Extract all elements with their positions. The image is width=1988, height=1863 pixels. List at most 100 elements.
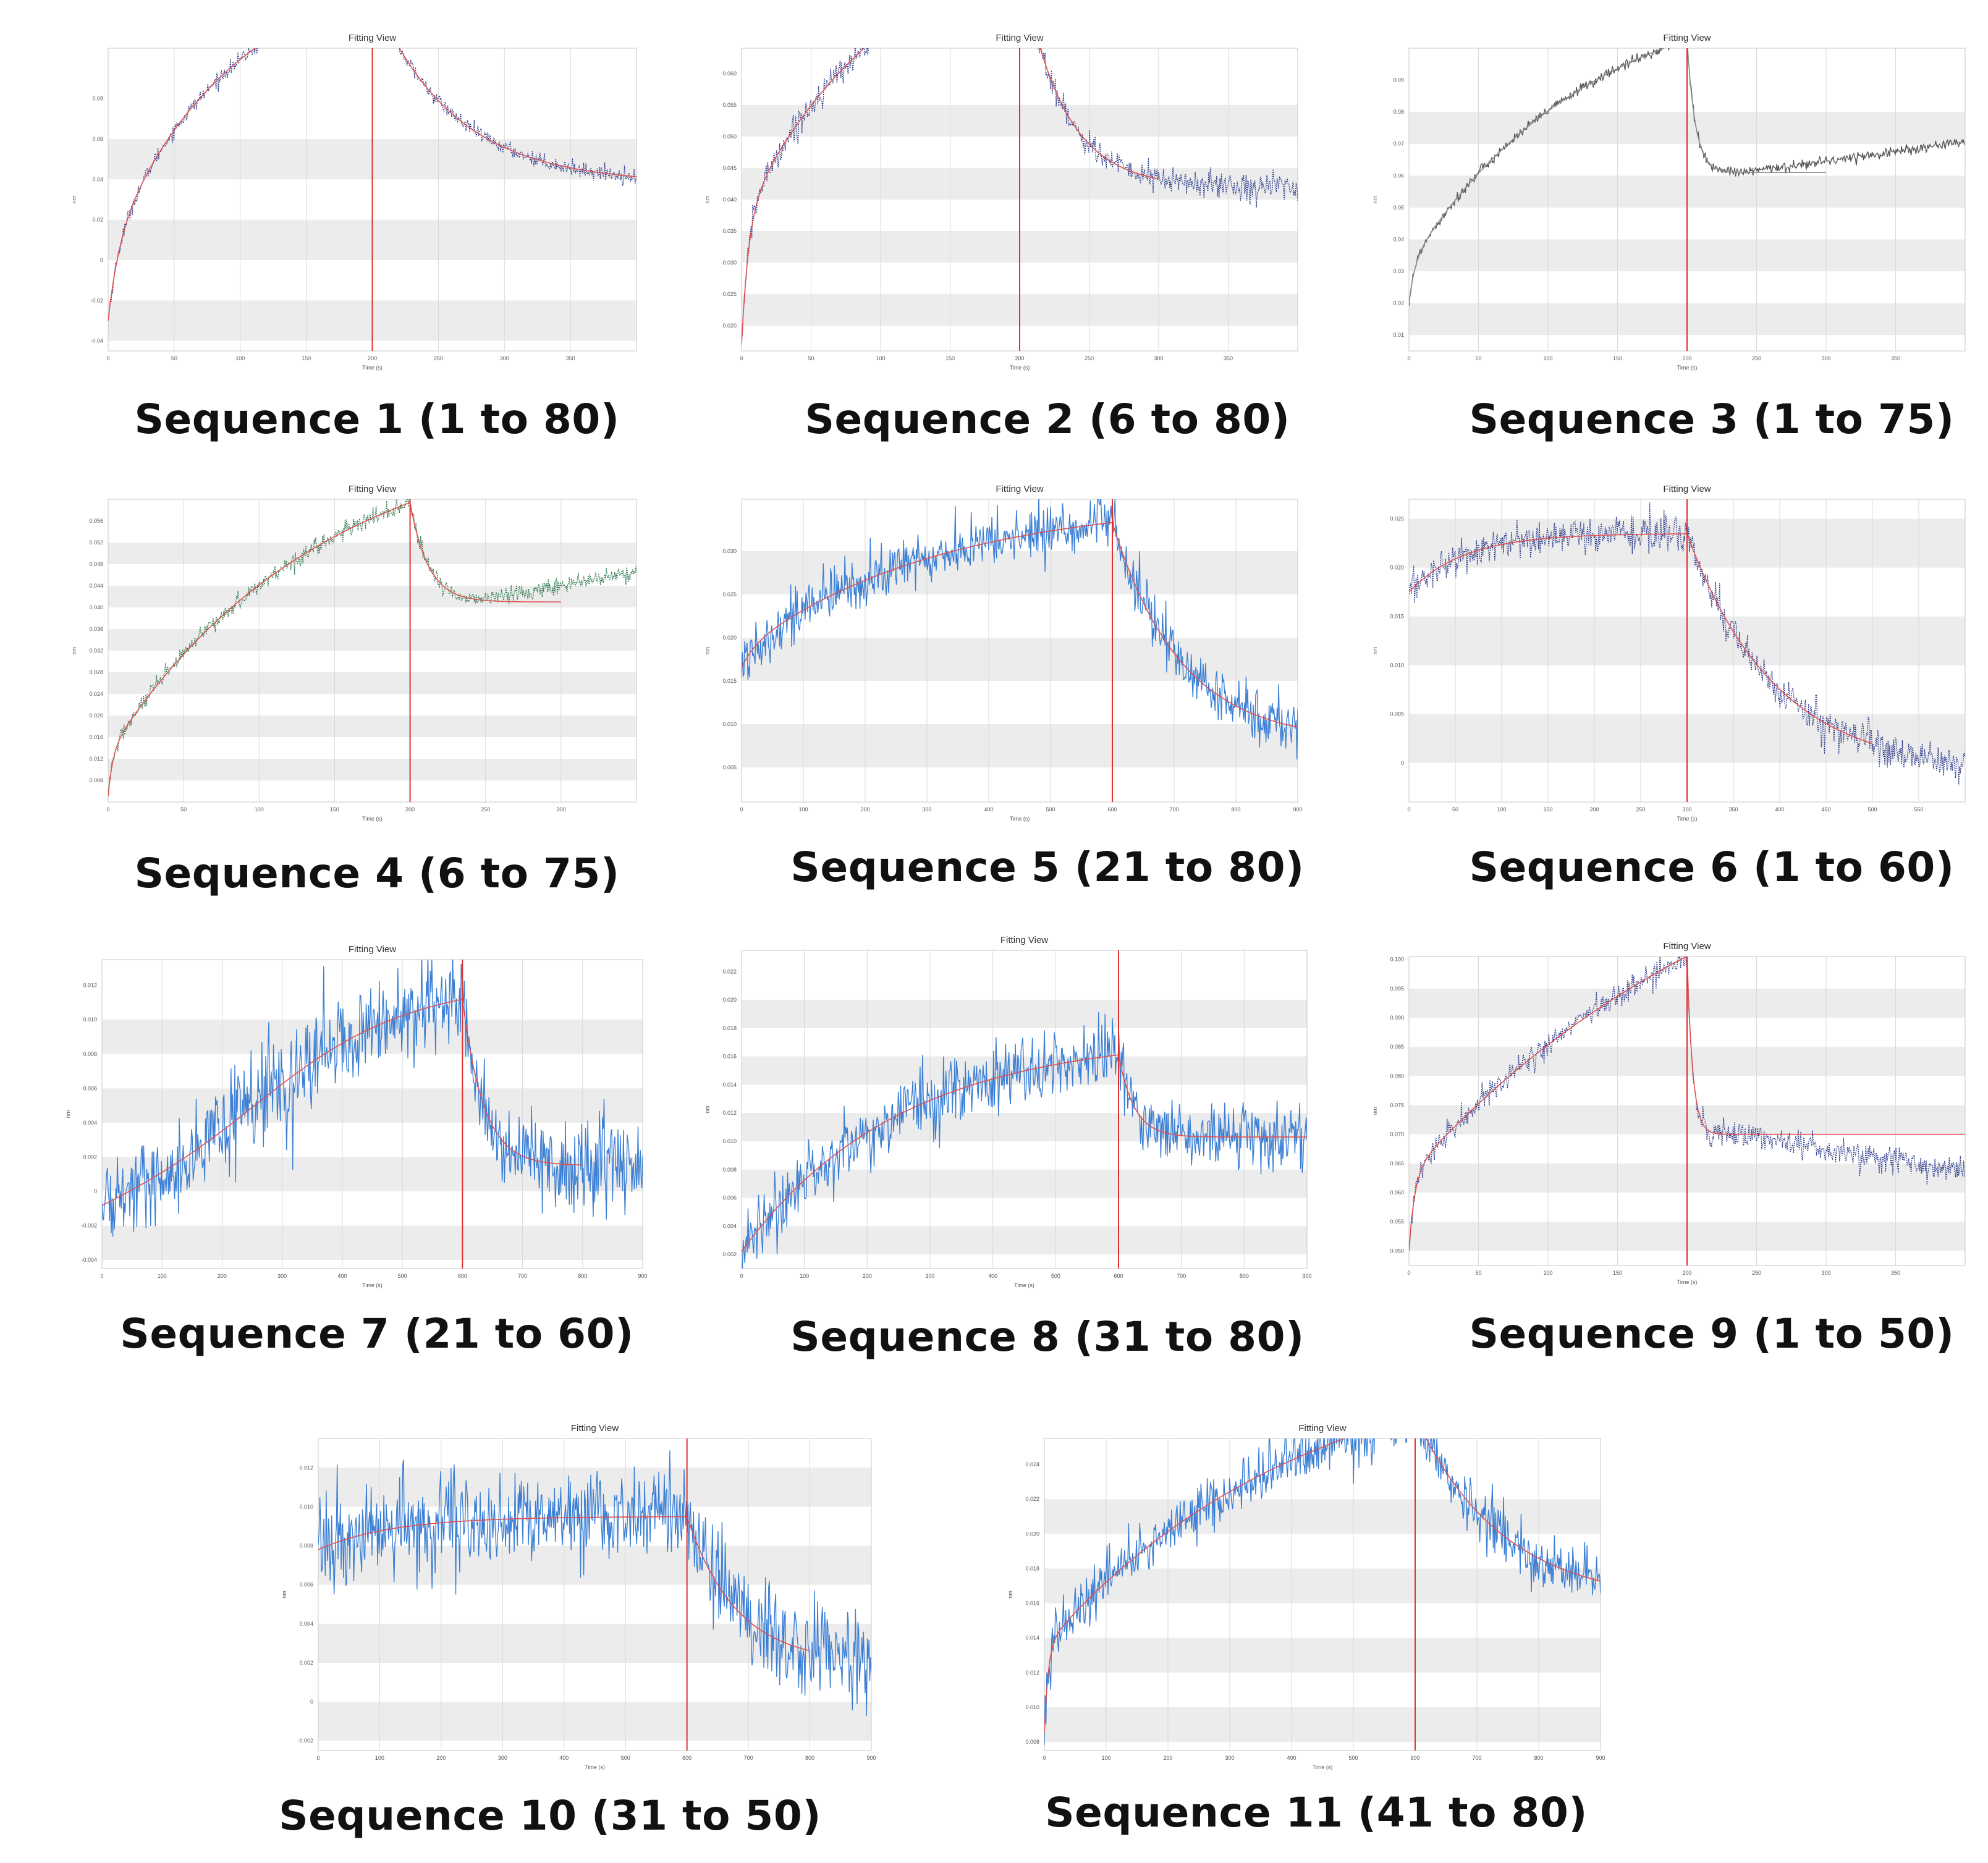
x-tick-label: 150 xyxy=(330,806,339,813)
y-tick-label: 0.06 xyxy=(92,136,103,142)
x-tick-label: 100 xyxy=(1497,806,1506,813)
y-tick-label: 0.008 xyxy=(1025,1739,1039,1745)
y-tick-label: 0.02 xyxy=(1393,300,1404,306)
x-tick-label: 900 xyxy=(1596,1755,1605,1761)
chart-svg: Fitting View 0 100 200 300 400 500 600 700 800 900… xyxy=(281,1423,876,1770)
plot-title: Fitting View xyxy=(996,484,1043,494)
y-tick-label: 0 xyxy=(310,1699,313,1705)
x-axis-label: Time (s) xyxy=(362,365,383,371)
x-tick-label: 900 xyxy=(1293,806,1302,813)
x-tick-label: 700 xyxy=(1472,1755,1481,1761)
y-tick-label: 0.060 xyxy=(1390,1189,1404,1196)
x-tick-label: 600 xyxy=(458,1273,467,1279)
x-tick-label: 600 xyxy=(1107,806,1117,813)
y-tick-label: 0.04 xyxy=(92,176,103,182)
y-tick-label: 0.060 xyxy=(722,70,737,77)
y-tick-label: 0.012 xyxy=(1025,1670,1039,1676)
y-axis-label: nm xyxy=(281,1591,287,1599)
x-tick-label: 400 xyxy=(1287,1755,1296,1761)
x-tick-label: 700 xyxy=(1169,806,1178,813)
x-tick-label: 0 xyxy=(740,806,743,813)
y-tick-label: 0.016 xyxy=(1025,1600,1039,1607)
x-axis-label: Time (s) xyxy=(1677,1279,1698,1285)
plot-title: Fitting View xyxy=(1663,33,1711,43)
fit-curve xyxy=(1044,1438,1601,1733)
caption-seq-2: Sequence 2 (6 to 80) xyxy=(805,395,1290,443)
x-tick-label: 300 xyxy=(1682,806,1691,813)
y-tick-label: 0 xyxy=(100,257,103,263)
caption-seq-6: Sequence 6 (1 to 60) xyxy=(1469,843,1955,891)
fit-curve xyxy=(1409,533,1873,745)
y-tick-label: 0.016 xyxy=(722,1054,737,1060)
x-tick-label: 600 xyxy=(682,1755,692,1761)
y-tick-label: 0.07 xyxy=(1393,141,1404,147)
x-tick-label: 0 xyxy=(1407,806,1410,813)
measured-series xyxy=(742,1012,1307,1269)
panel-seq-7: Fitting View 0 100 200 300 400 500 600 700 800 900… xyxy=(56,936,649,1301)
x-tick-label: 800 xyxy=(805,1755,814,1761)
y-tick-label: 0.014 xyxy=(722,1081,737,1088)
y-tick-label: 0.025 xyxy=(1390,516,1404,522)
y-tick-label: 0.002 xyxy=(299,1660,313,1666)
y-tick-label: 0.012 xyxy=(89,756,103,762)
x-tick-label: 500 xyxy=(621,1755,630,1761)
plot-title: Fitting View xyxy=(1298,1423,1346,1434)
x-tick-label: 300 xyxy=(1821,1270,1830,1276)
y-axis-label: nm xyxy=(65,1110,71,1118)
plot-background xyxy=(741,950,1308,1269)
x-tick-label: 50 xyxy=(1475,1270,1481,1276)
x-tick-label: 100 xyxy=(158,1273,167,1279)
x-tick-label: 800 xyxy=(1534,1755,1543,1761)
y-tick-label: 0.070 xyxy=(1390,1131,1404,1138)
x-tick-label: 200 xyxy=(1589,806,1599,813)
y-tick-label: 0 xyxy=(1401,760,1404,766)
y-tick-label: 0.018 xyxy=(1025,1565,1039,1571)
x-axis-label: Time (s) xyxy=(362,816,383,822)
x-tick-label: 900 xyxy=(866,1755,876,1761)
y-tick-label: 0.075 xyxy=(1390,1102,1404,1109)
x-tick-label: 550 xyxy=(1914,806,1923,813)
x-axis-label: Time (s) xyxy=(1010,365,1030,371)
chart-svg: Fitting View 0 50 100 150 200 250 300 350 0.050 0.… xyxy=(1372,941,1966,1285)
y-tick-label: 0.065 xyxy=(1390,1160,1404,1167)
y-tick-label: 0.056 xyxy=(89,518,103,524)
y-tick-label: 0.035 xyxy=(722,228,737,234)
x-tick-label: 0 xyxy=(100,1273,103,1279)
measured-series xyxy=(108,48,637,320)
x-tick-label: 400 xyxy=(1775,806,1784,813)
y-tick-label: 0.008 xyxy=(299,1543,313,1549)
x-tick-label: 50 xyxy=(1452,806,1458,813)
x-tick-label: 350 xyxy=(1728,806,1738,813)
y-tick-label: 0.006 xyxy=(722,1195,737,1201)
y-tick-label: 0.02 xyxy=(92,217,103,223)
y-axis-label: nm xyxy=(71,196,77,204)
x-tick-label: 100 xyxy=(798,806,808,813)
panel-seq-6: Fitting View 0 50 100 150 200 250 300 350 400 450 5… xyxy=(1363,476,1971,834)
measured-series xyxy=(742,48,1298,338)
x-tick-label: 400 xyxy=(984,806,993,813)
x-tick-label: 0 xyxy=(1043,1755,1046,1761)
y-tick-label: 0.040 xyxy=(722,196,737,203)
panel-seq-8: Fitting View 0 100 200 300 400 500 600 700 800 900… xyxy=(695,927,1313,1301)
plot-background xyxy=(108,499,637,803)
panel-seq-2: Fitting View 0 50 100 150 200 250 300 350 0.020 0.… xyxy=(695,25,1304,383)
y-axis-label: nm xyxy=(1372,1107,1378,1115)
x-tick-label: 300 xyxy=(1154,355,1163,361)
x-tick-label: 300 xyxy=(922,806,931,813)
x-tick-label: 100 xyxy=(800,1273,809,1279)
x-tick-label: 0 xyxy=(316,1755,319,1761)
x-tick-label: 400 xyxy=(559,1755,569,1761)
y-axis-label: nm xyxy=(1372,196,1378,204)
y-tick-label: 0.012 xyxy=(722,1110,737,1116)
y-axis-label: nm xyxy=(704,647,711,655)
plot-title: Fitting View xyxy=(349,484,396,494)
y-tick-label: 0.012 xyxy=(83,982,97,989)
x-tick-label: 300 xyxy=(500,355,509,361)
x-tick-label: 100 xyxy=(255,806,264,813)
x-tick-label: 100 xyxy=(375,1755,384,1761)
measured-series xyxy=(318,1450,871,1716)
y-tick-label: 0.090 xyxy=(1390,1015,1404,1021)
y-tick-label: 0.036 xyxy=(89,626,103,632)
plot-title: Fitting View xyxy=(996,33,1043,43)
x-tick-label: 200 xyxy=(860,806,869,813)
